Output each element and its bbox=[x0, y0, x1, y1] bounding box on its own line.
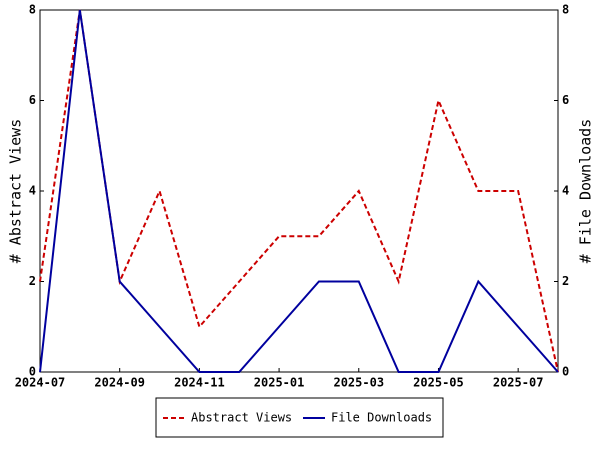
legend bbox=[155, 397, 444, 438]
series-line bbox=[39, 9, 559, 373]
x-tick-label: 2025-01 bbox=[254, 376, 305, 390]
x-tick-label: 2025-03 bbox=[333, 376, 384, 390]
y-tick-label: 0 bbox=[29, 365, 36, 379]
y2-tick-label: 8 bbox=[562, 3, 569, 17]
x-tick-label: 2024-07 bbox=[15, 376, 66, 390]
y2-tick-label: 0 bbox=[562, 365, 569, 379]
x-tick-label: 2024-11 bbox=[174, 376, 225, 390]
y2-tick-label: 2 bbox=[562, 274, 569, 288]
y-tick-label: 4 bbox=[29, 184, 36, 198]
legend-label: Abstract Views bbox=[191, 411, 292, 425]
x-tick-label: 2024-09 bbox=[94, 376, 145, 390]
y-tick-label: 6 bbox=[29, 93, 36, 107]
y-tick-label: 8 bbox=[29, 3, 36, 17]
x-tick-label: 2025-07 bbox=[493, 376, 544, 390]
x-tick-label: 2025-05 bbox=[413, 376, 464, 390]
series-line bbox=[39, 9, 559, 373]
y-axis-label: # Abstract Views bbox=[7, 119, 25, 264]
y-tick-label: 2 bbox=[29, 274, 36, 288]
y2-tick-label: 6 bbox=[562, 93, 569, 107]
y2-tick-label: 4 bbox=[562, 184, 569, 198]
legend-label: File Downloads bbox=[331, 411, 432, 425]
y2-axis-label: # File Downloads bbox=[577, 119, 595, 264]
